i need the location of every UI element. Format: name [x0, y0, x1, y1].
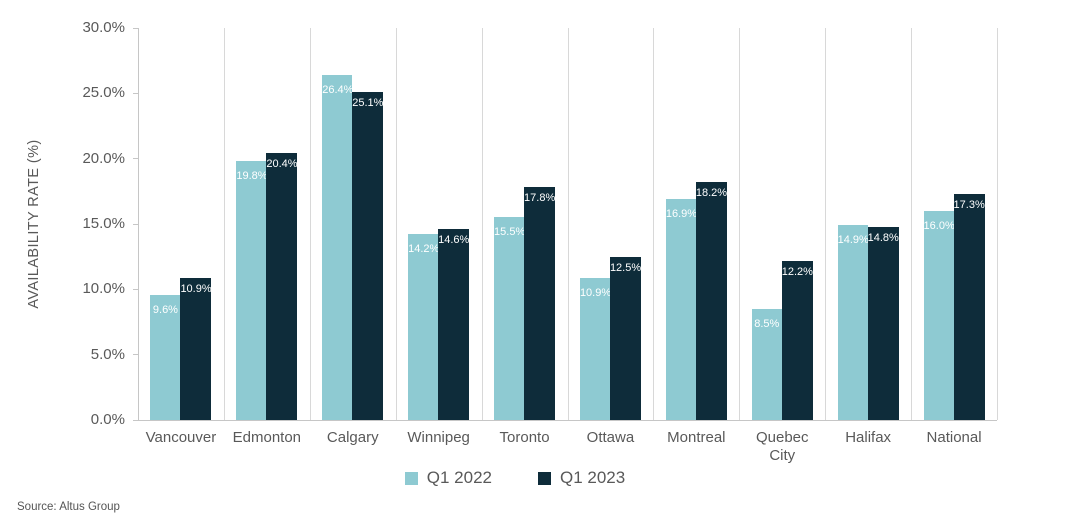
x-axis-category-label: Toronto	[499, 429, 550, 446]
bar-q1-2023-montreal: 18.2%	[695, 182, 728, 420]
y-axis-tick-label: 10.0%	[82, 280, 125, 298]
bar-value-label: 12.5%	[609, 261, 642, 274]
bar-value-label: 18.2%	[695, 187, 728, 200]
y-axis-tick	[133, 27, 138, 29]
x-axis-category-label: Edmonton	[232, 429, 302, 446]
bar-value-label: 26.4%	[322, 84, 354, 97]
plot-area: 0.0% 5.0% 10.0% 15.0% 20.0% 25.0% 30.0% 9.6% 10.…	[82, 19, 998, 464]
bar-value-label: 14.9%	[837, 234, 869, 247]
category-separator-line	[911, 28, 913, 420]
bar-value-label: 10.9%	[180, 282, 212, 295]
x-axis-category-label: Winnipeg	[407, 429, 470, 446]
y-axis-tick	[133, 354, 138, 356]
bar-value-label: 20.4%	[266, 158, 298, 171]
legend-label-q1-2022: Q1 2022	[426, 468, 492, 487]
bar-value-label: 12.2%	[781, 265, 813, 278]
category-separator-line	[481, 28, 483, 420]
bar-q1-2023-quebec-city: 12.2%	[781, 260, 813, 420]
bar-q1-2022-national: 16.0%	[923, 210, 955, 420]
bar-q1-2022-toronto: 15.5%	[494, 217, 526, 420]
y-axis-tick	[133, 223, 138, 225]
x-axis-category-label: Vancouver	[145, 429, 217, 446]
bar-value-label: 17.8%	[524, 192, 556, 205]
y-axis-tick-label: 5.0%	[90, 345, 125, 363]
y-axis-tick	[133, 288, 138, 290]
bar-q1-2023-edmonton: 20.4%	[266, 153, 298, 420]
bar-q1-2023-winnipeg: 14.6%	[438, 229, 469, 420]
bar-value-label: 17.3%	[953, 198, 985, 211]
bar-q1-2023-halifax: 14.8%	[867, 226, 899, 420]
x-axis-category-label: Montreal	[667, 429, 726, 446]
category-separator-line	[395, 28, 397, 420]
legend-swatch-q1-2023	[538, 471, 551, 485]
y-axis-tick-label: 30.0%	[82, 19, 125, 36]
bar-value-label: 14.6%	[438, 234, 470, 247]
bar-q1-2022-winnipeg: 14.2%	[408, 234, 440, 420]
bar-q1-2023-ottawa: 12.5%	[609, 256, 642, 420]
y-axis-tick	[133, 158, 138, 160]
bar-q1-2023-vancouver: 10.9%	[180, 277, 212, 420]
bar-q1-2022-quebec-city: 8.5%	[751, 308, 782, 420]
plot-right-edge-line	[997, 28, 998, 420]
x-axis-category-label: Halifax	[845, 429, 892, 446]
x-axis-category-label: Calgary	[326, 429, 379, 446]
y-axis-line	[138, 28, 139, 420]
bar-q1-2023-calgary: 25.1%	[352, 92, 383, 420]
bar-q1-2023-national: 17.3%	[953, 193, 985, 420]
bar-q1-2022-calgary: 26.4%	[322, 75, 354, 420]
legend-swatch-q1-2022	[404, 471, 418, 485]
y-axis-tick-label: 20.0%	[82, 149, 125, 167]
bar-value-label: 16.0%	[923, 219, 955, 232]
bar-value-label: 19.8%	[236, 170, 268, 183]
bar-q1-2022-ottawa: 10.9%	[579, 277, 612, 420]
category-separator-line	[653, 28, 655, 420]
bar-q1-2022-montreal: 16.9%	[665, 199, 698, 420]
bar-value-label: 14.2%	[408, 243, 440, 256]
bar-q1-2022-edmonton: 19.8%	[236, 161, 268, 420]
bar-q1-2022-vancouver: 9.6%	[150, 294, 181, 420]
category-separator-line	[825, 28, 827, 420]
legend: Q1 2022 Q1 2023	[0, 468, 1030, 488]
x-axis-category-label: National	[926, 429, 982, 446]
x-axis-category-label: Quebec City	[755, 429, 809, 464]
bar-value-label: 16.9%	[665, 208, 698, 221]
bar-q1-2022-halifax: 14.9%	[837, 225, 869, 420]
y-axis-title: AVAILABILITY RATE (%)	[26, 139, 42, 309]
bar-value-label: 25.1%	[352, 97, 384, 110]
legend-label-q1-2023: Q1 2023	[560, 468, 626, 487]
y-axis-tick-label: 0.0%	[90, 411, 125, 428]
category-separator-line	[739, 28, 741, 420]
legend-item-q1-2022: Q1 2022	[404, 468, 492, 488]
bar-value-label: 9.6%	[152, 303, 178, 316]
legend-item-q1-2023: Q1 2023	[538, 468, 625, 488]
y-axis-tick	[133, 92, 138, 94]
source-attribution: Source: Altus Group	[17, 501, 120, 513]
y-axis-tick-label: 25.0%	[82, 84, 125, 102]
bar-q1-2023-toronto: 17.8%	[524, 187, 555, 420]
category-separator-line	[223, 28, 225, 420]
category-separator-line	[309, 28, 311, 420]
x-axis-line	[133, 420, 997, 421]
bar-value-label: 15.5%	[494, 226, 526, 239]
bar-value-label: 10.9%	[579, 286, 612, 299]
bar-value-label: 14.8%	[867, 231, 899, 244]
bar-value-label: 8.5%	[754, 317, 780, 330]
x-axis-category-label: Ottawa	[586, 429, 635, 446]
category-separator-line	[567, 28, 569, 420]
y-axis-tick-label: 15.0%	[82, 215, 125, 232]
